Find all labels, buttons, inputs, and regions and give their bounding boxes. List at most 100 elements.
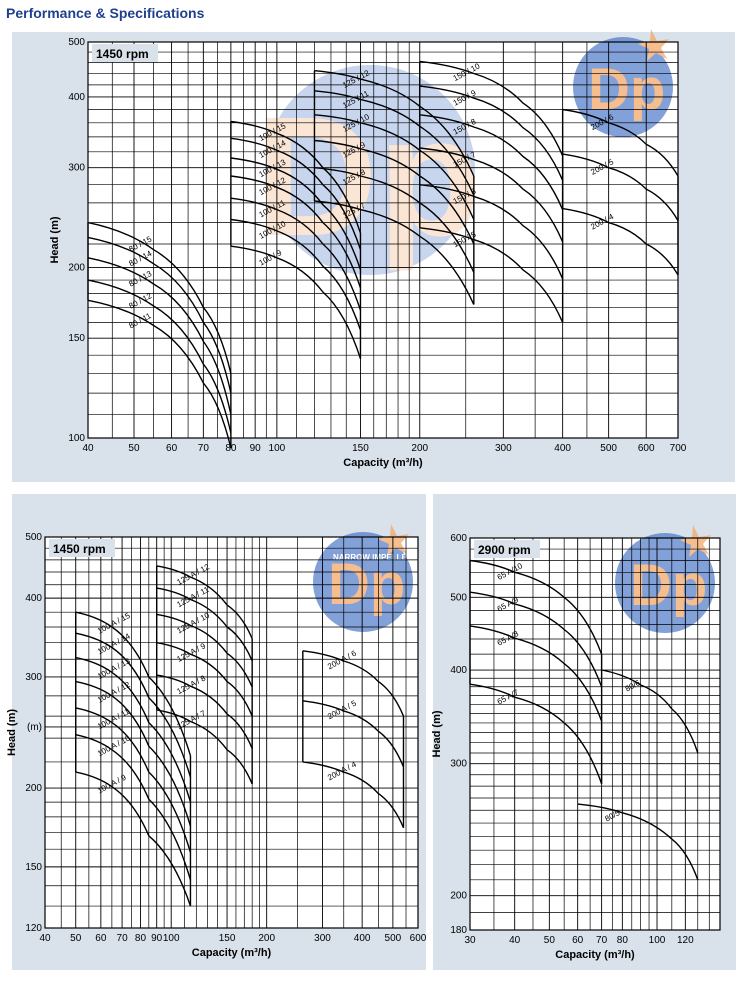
x-tick-label: 90 xyxy=(250,443,262,454)
series-curve xyxy=(419,114,564,210)
x-tick-label: 60 xyxy=(95,933,107,944)
series-curve xyxy=(156,565,253,639)
series-curve xyxy=(577,803,699,881)
logo-circle xyxy=(573,37,673,137)
y-tick-label: (m) xyxy=(27,722,42,733)
speed-label: 1450 rpm xyxy=(49,539,115,557)
x-tick-label: 100 xyxy=(269,443,286,454)
x-tick-label: 50 xyxy=(70,933,82,944)
x-axis-label: Capacity (m³/h) xyxy=(192,947,272,959)
series-curve xyxy=(75,680,192,827)
series-curve xyxy=(419,184,564,280)
y-axis-label: Head (m) xyxy=(6,709,18,756)
x-axis-label: Capacity (m³/h) xyxy=(555,949,635,961)
series-curve xyxy=(156,587,253,662)
series-curve xyxy=(87,221,232,374)
series-curve xyxy=(469,625,603,722)
series-curve xyxy=(314,139,475,245)
y-tick-label: 400 xyxy=(25,593,42,604)
y-tick-label: 500 xyxy=(450,592,467,603)
speed-label-text: 2900 rpm xyxy=(478,543,531,557)
series-curve xyxy=(230,137,362,250)
series-curve xyxy=(156,709,253,785)
series-curve xyxy=(87,279,232,434)
series-curve xyxy=(302,700,405,768)
x-tick-label: 200 xyxy=(258,933,275,944)
plot-frame xyxy=(44,536,419,929)
series-curve xyxy=(230,175,362,289)
x-tick-label: 300 xyxy=(314,933,331,944)
series-curve xyxy=(75,656,192,803)
x-axis-label: Capacity (m³/h) xyxy=(343,457,423,469)
y-axis-label: Head (m) xyxy=(431,710,443,757)
logo-subtext: NARROW IMPELLERS xyxy=(333,553,419,562)
series-curve xyxy=(562,108,679,177)
x-tick-label: 100 xyxy=(649,935,666,946)
logo-circle xyxy=(313,532,413,632)
series-curve xyxy=(314,70,475,177)
dp-logo-watermark: Dp xyxy=(615,525,715,633)
series-curve xyxy=(419,60,564,156)
series-curve xyxy=(419,227,564,323)
y-tick-label: 100 xyxy=(68,433,85,444)
page-title: Performance & Specifications xyxy=(6,5,205,21)
series-curve xyxy=(314,167,475,273)
series-curve xyxy=(75,771,192,907)
x-tick-label: 60 xyxy=(572,935,584,946)
series-curve xyxy=(314,114,475,220)
series-curve xyxy=(469,683,603,785)
y-tick-label: 180 xyxy=(450,925,467,936)
x-tick-label: 40 xyxy=(39,933,51,944)
x-tick-label: 90 xyxy=(151,933,163,944)
x-tick-label: 100 xyxy=(163,933,180,944)
chart-3: Dp 30 40 50 60 70 80 100 120 180 200 300 400 500 600 Ca… xyxy=(431,525,721,961)
x-tick-label: 500 xyxy=(600,443,617,454)
series-curve xyxy=(230,218,362,331)
series-curve xyxy=(75,707,192,853)
series-curve xyxy=(601,669,699,754)
series-curve xyxy=(230,120,362,234)
x-tick-label: 80 xyxy=(135,933,147,944)
x-tick-label: 120 xyxy=(677,935,694,946)
plot-frame xyxy=(469,537,721,931)
x-tick-label: 40 xyxy=(82,443,94,454)
x-tick-label: 700 xyxy=(670,443,687,454)
speed-label-text: 1450 rpm xyxy=(53,542,106,556)
series-curve xyxy=(230,197,362,311)
x-tick-label: 60 xyxy=(166,443,178,454)
series-curve xyxy=(469,559,603,655)
series-curve xyxy=(562,207,679,276)
speed-label-bg xyxy=(49,539,115,557)
speed-label: 2900 rpm xyxy=(474,540,540,558)
logo-text: Dp xyxy=(588,57,665,122)
series-curve xyxy=(87,299,232,449)
x-tick-label: 80 xyxy=(225,443,237,454)
series-curve xyxy=(419,147,564,243)
x-tick-label: 400 xyxy=(354,933,371,944)
x-tick-label: 50 xyxy=(544,935,556,946)
x-tick-label: 150 xyxy=(219,933,236,944)
series-curve xyxy=(75,734,192,881)
x-tick-label: 200 xyxy=(411,443,428,454)
series-curve xyxy=(230,157,362,271)
y-tick-label: 200 xyxy=(25,783,42,794)
series-curve xyxy=(419,85,564,181)
x-tick-label: 30 xyxy=(464,935,476,946)
x-tick-label: 50 xyxy=(128,443,140,454)
logo-text-large: Dp xyxy=(255,82,482,272)
chart-1: Dp Dp 40 50 60 70 80 90 100 150 200 300 400 500 600 700… xyxy=(49,29,687,469)
y-tick-label: 150 xyxy=(25,862,42,873)
x-tick-label: 300 xyxy=(495,443,512,454)
y-tick-label: 200 xyxy=(68,262,85,273)
series-curve xyxy=(314,200,475,305)
series-curve xyxy=(314,90,475,196)
series-curve xyxy=(156,613,253,688)
speed-label-bg xyxy=(474,540,540,558)
x-tick-label: 70 xyxy=(198,443,210,454)
y-tick-label: 300 xyxy=(450,759,467,770)
y-tick-label: 500 xyxy=(25,532,42,543)
y-tick-label: 120 xyxy=(25,923,42,934)
x-tick-label: 80 xyxy=(617,935,629,946)
